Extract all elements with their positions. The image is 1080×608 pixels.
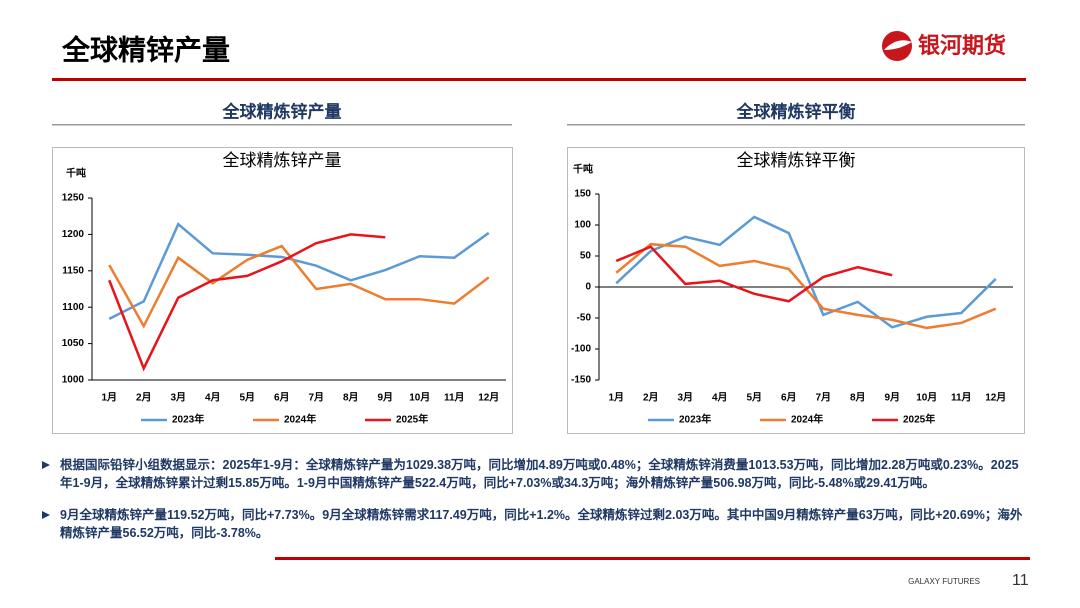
x-tick-label: 12月 bbox=[985, 392, 1006, 404]
x-tick-label: 11月 bbox=[444, 392, 465, 404]
chart-title: 全球精炼锌产量 bbox=[223, 151, 342, 170]
y-tick-label: 150 bbox=[574, 189, 591, 200]
series-line bbox=[615, 215, 997, 329]
y-tick-label: -100 bbox=[571, 344, 591, 355]
y-tick-label: -150 bbox=[571, 375, 591, 386]
y-tick-label: -50 bbox=[577, 313, 592, 324]
x-tick-label: 7月 bbox=[308, 392, 324, 404]
footer-brand: GALAXY FUTURES bbox=[908, 577, 980, 586]
chart-frame bbox=[567, 147, 1025, 434]
section-rule bbox=[52, 124, 512, 126]
x-tick-label: 4月 bbox=[712, 392, 728, 404]
x-tick-label: 1月 bbox=[101, 392, 117, 404]
y-tick-label: 1250 bbox=[62, 193, 85, 204]
x-tick-label: 6月 bbox=[274, 392, 290, 404]
x-tick-label: 4月 bbox=[205, 392, 221, 404]
series-line bbox=[108, 222, 490, 320]
bullet: 根据国际铅锌小组数据显示：2025年1-9月：全球精炼锌产量为1029.38万吨… bbox=[40, 456, 1025, 492]
series-line bbox=[108, 244, 490, 329]
chart-frame bbox=[52, 147, 513, 434]
x-tick-label: 2月 bbox=[136, 392, 152, 404]
legend-label: 2024年 bbox=[284, 413, 316, 426]
x-tick-label: 1月 bbox=[608, 392, 624, 404]
y-tick-label: 1150 bbox=[62, 265, 84, 276]
y-tick-label: 100 bbox=[574, 220, 591, 231]
x-tick-label: 9月 bbox=[884, 392, 900, 404]
legend-label: 2025年 bbox=[903, 413, 935, 426]
section-rule bbox=[567, 124, 1025, 126]
x-tick-label: 3月 bbox=[170, 392, 186, 404]
legend-label: 2025年 bbox=[396, 413, 428, 426]
legend-label: 2023年 bbox=[679, 413, 711, 426]
slide-title: 全球精锌产量 bbox=[61, 33, 230, 65]
y-tick-label: 1000 bbox=[62, 375, 85, 386]
bullet-list: 根据国际铅锌小组数据显示：2025年1-9月：全球精炼锌产量为1029.38万吨… bbox=[40, 456, 1025, 556]
logo-swoosh bbox=[884, 40, 912, 50]
y-tick-label: 1200 bbox=[62, 229, 85, 240]
legend-label: 2024年 bbox=[791, 413, 823, 426]
legend-label: 2023年 bbox=[172, 413, 204, 426]
x-tick-label: 8月 bbox=[343, 392, 359, 404]
y-unit: 千吨 bbox=[66, 167, 86, 180]
x-tick-label: 9月 bbox=[377, 392, 393, 404]
bullet: 9月全球精炼锌产量119.52万吨，同比+7.73%。9月全球精炼锌需求117.… bbox=[40, 506, 1025, 542]
logo-text: 银河期货 bbox=[918, 33, 1006, 58]
y-tick-label: 1050 bbox=[62, 338, 85, 349]
x-tick-label: 8月 bbox=[850, 392, 866, 404]
x-tick-label: 5月 bbox=[746, 392, 762, 404]
section-title: 全球精炼锌产量 bbox=[222, 101, 342, 121]
x-tick-label: 12月 bbox=[478, 392, 499, 404]
x-tick-label: 7月 bbox=[815, 392, 831, 404]
y-tick-label: 1100 bbox=[62, 302, 84, 313]
footer-rule bbox=[275, 557, 1030, 560]
page-number: 11 bbox=[1012, 572, 1029, 589]
series-line bbox=[615, 245, 893, 303]
y-tick-label: 50 bbox=[580, 251, 592, 262]
x-tick-label: 5月 bbox=[239, 392, 255, 404]
x-tick-label: 2月 bbox=[643, 392, 659, 404]
x-tick-label: 10月 bbox=[409, 392, 430, 404]
y-tick-label: 0 bbox=[585, 282, 591, 293]
header-rule bbox=[52, 78, 1026, 81]
x-tick-label: 3月 bbox=[677, 392, 693, 404]
x-tick-label: 6月 bbox=[781, 392, 797, 404]
y-unit: 千吨 bbox=[573, 163, 593, 176]
series-line bbox=[108, 233, 386, 372]
logo: 银河期货 bbox=[882, 31, 1006, 61]
chart-title: 全球精炼锌平衡 bbox=[737, 151, 856, 170]
x-tick-label: 10月 bbox=[916, 392, 937, 404]
section-title: 全球精炼锌平衡 bbox=[736, 101, 856, 121]
x-tick-label: 11月 bbox=[951, 392, 972, 404]
